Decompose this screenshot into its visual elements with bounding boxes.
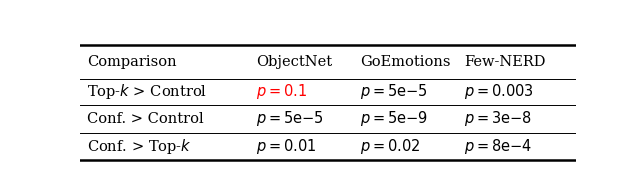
Text: Few-NERD: Few-NERD	[465, 55, 546, 69]
Text: GoEmotions: GoEmotions	[360, 55, 451, 69]
Text: $p = 0.1$: $p = 0.1$	[256, 82, 307, 101]
Text: Top-$k$ > Control: Top-$k$ > Control	[88, 82, 207, 101]
Text: Conf. > Top-$k$: Conf. > Top-$k$	[88, 137, 192, 156]
Text: Comparison: Comparison	[88, 55, 177, 69]
Text: $p = 5\mathrm{e}{-9}$: $p = 5\mathrm{e}{-9}$	[360, 109, 428, 128]
Text: ObjectNet: ObjectNet	[256, 55, 332, 69]
Text: $p = 5\mathrm{e}{-5}$: $p = 5\mathrm{e}{-5}$	[256, 109, 324, 128]
Text: $p = 8\mathrm{e}{-4}$: $p = 8\mathrm{e}{-4}$	[465, 137, 532, 156]
Text: $p = 5\mathrm{e}{-5}$: $p = 5\mathrm{e}{-5}$	[360, 82, 428, 101]
Text: $p = 0.01$: $p = 0.01$	[256, 137, 317, 156]
Text: $p = 0.02$: $p = 0.02$	[360, 137, 420, 156]
Text: Conf. > Control: Conf. > Control	[88, 112, 204, 126]
Text: $p = 0.003$: $p = 0.003$	[465, 82, 534, 101]
Text: $p = 3\mathrm{e}{-8}$: $p = 3\mathrm{e}{-8}$	[465, 109, 532, 128]
